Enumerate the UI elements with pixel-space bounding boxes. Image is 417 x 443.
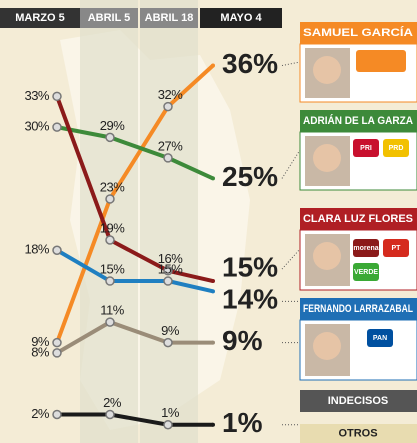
value-label: 29% xyxy=(100,118,125,133)
party-logo-label: morena xyxy=(353,245,378,252)
column-header xyxy=(200,8,282,28)
point xyxy=(211,63,215,68)
candidate-name: CLARA LUZ FLORES xyxy=(303,213,413,225)
point xyxy=(52,337,62,348)
party-logo-label: PAN xyxy=(373,335,387,342)
candidate-header xyxy=(300,208,417,230)
series-line xyxy=(55,95,214,284)
point xyxy=(211,289,215,294)
point xyxy=(105,235,115,245)
point xyxy=(52,245,62,256)
value-label: 2% xyxy=(31,406,50,421)
column-label: MARZO 5 xyxy=(15,12,65,24)
legend-name: INDECISOS xyxy=(328,395,389,407)
party-logo-label: PRI xyxy=(360,145,372,152)
point xyxy=(163,337,173,348)
party-logo xyxy=(383,239,409,257)
point xyxy=(105,409,115,420)
column-label: ABRIL 18 xyxy=(145,12,194,24)
point xyxy=(163,153,173,163)
series-line xyxy=(55,319,213,355)
point xyxy=(105,194,115,204)
party-logo xyxy=(353,239,379,257)
point xyxy=(211,176,215,181)
candidate-name: FERNANDO LARRAZABAL xyxy=(303,303,413,315)
big-value-label: 14% xyxy=(222,284,278,315)
value-label: 33% xyxy=(24,88,49,103)
series-line xyxy=(55,64,215,344)
column-label: ABRIL 5 xyxy=(88,12,131,24)
series-line xyxy=(55,248,214,294)
candidate-header xyxy=(300,22,417,44)
legend-bar xyxy=(300,390,417,412)
value-label: 15% xyxy=(100,261,125,276)
value-label: 32% xyxy=(158,87,183,102)
value-label: 18% xyxy=(24,242,49,257)
series-line xyxy=(56,125,214,181)
point xyxy=(163,419,173,430)
legend-bar xyxy=(300,424,417,443)
point xyxy=(211,279,215,284)
column-band xyxy=(80,0,138,443)
value-label: 16% xyxy=(158,251,183,266)
point xyxy=(52,91,62,102)
value-label: 2% xyxy=(103,395,122,410)
column-header xyxy=(80,8,138,28)
big-value-label: 25% xyxy=(222,161,278,192)
point xyxy=(52,122,62,132)
candidate-header xyxy=(300,298,417,320)
point xyxy=(52,409,62,420)
value-label: 8% xyxy=(31,344,50,359)
big-value-label: 36% xyxy=(222,48,278,79)
party-logo-label: VERDE xyxy=(354,269,378,276)
point xyxy=(211,340,215,345)
connector xyxy=(281,149,301,179)
party-logo xyxy=(383,139,409,157)
face xyxy=(313,242,341,270)
value-label: 9% xyxy=(161,323,180,338)
party-logo xyxy=(356,50,406,72)
big-value-label: 1% xyxy=(222,407,263,438)
big-value-label: 15% xyxy=(222,251,278,282)
value-label: 9% xyxy=(31,334,50,349)
column-header xyxy=(140,8,198,28)
column-header xyxy=(0,8,80,28)
face xyxy=(313,332,341,360)
party-logo xyxy=(353,139,379,157)
point xyxy=(105,317,115,327)
connector xyxy=(281,248,301,270)
party-logo xyxy=(353,263,379,281)
party-logo-label: PT xyxy=(392,245,402,252)
point xyxy=(105,276,115,286)
value-label: 19% xyxy=(100,220,125,235)
point xyxy=(105,132,115,143)
connector xyxy=(281,61,301,67)
face xyxy=(313,144,341,172)
candidate-name: ADRIÁN DE LA GARZA xyxy=(303,114,413,127)
point xyxy=(211,422,215,427)
value-label: 11% xyxy=(100,303,124,318)
point xyxy=(163,266,173,276)
candidate-header xyxy=(300,110,417,132)
legend-name: OTROS xyxy=(338,427,377,439)
value-label: 30% xyxy=(24,119,49,134)
column-band xyxy=(140,0,198,443)
point xyxy=(163,101,173,112)
value-label: 1% xyxy=(161,405,180,420)
point xyxy=(52,348,62,358)
face xyxy=(313,56,341,84)
big-value-label: 9% xyxy=(222,325,263,356)
value-label: 23% xyxy=(100,179,125,194)
value-label: 15% xyxy=(158,261,183,276)
party-logo xyxy=(367,329,393,347)
point xyxy=(163,276,173,286)
candidate-name: SAMUEL GARCÍA xyxy=(303,26,413,39)
column-label: MAYO 4 xyxy=(220,12,262,24)
value-label: 27% xyxy=(158,138,183,153)
party-logo-label: PRD xyxy=(389,145,404,152)
series-line xyxy=(57,412,213,427)
